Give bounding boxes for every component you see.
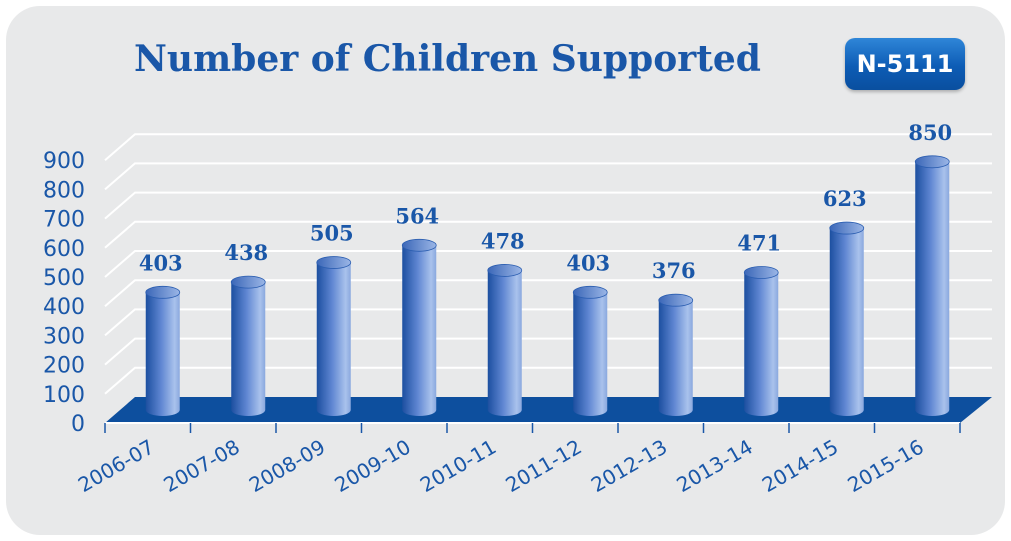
bar	[658, 293, 694, 416]
y-tick-label: 600	[43, 237, 85, 262]
bar	[145, 285, 181, 416]
y-axis: 0 100 200 300 400 500 600 700 800 900	[43, 149, 85, 437]
y-tick-label: 700	[43, 208, 85, 233]
data-label: 505	[310, 221, 354, 246]
gridlines	[104, 133, 992, 395]
x-tick-label: 2015-16	[843, 435, 927, 498]
data-label: 478	[481, 228, 525, 253]
y-tick-label: 0	[71, 412, 85, 437]
data-label: 850	[908, 120, 952, 145]
x-tick-label: 2007-08	[159, 435, 243, 498]
data-labels: 403 438 505 564 478 403 376 471 623 850	[139, 120, 952, 283]
gridline	[104, 250, 992, 278]
gridline	[104, 191, 992, 220]
bar	[829, 221, 865, 416]
gridline	[104, 162, 992, 191]
y-tick-label: 400	[43, 295, 85, 320]
data-label: 471	[737, 230, 781, 255]
bar	[914, 155, 950, 416]
bar	[316, 256, 352, 416]
x-axis: 2006-07 2007-08 2008-09 2009-10 2010-11 2011-…	[74, 422, 961, 498]
x-tick-label: 2006-07	[74, 435, 158, 498]
y-tick-label: 200	[43, 354, 85, 379]
gridline	[104, 337, 992, 366]
bar	[487, 264, 523, 416]
bars	[145, 155, 950, 416]
data-label: 438	[224, 240, 268, 265]
y-tick-label: 900	[43, 149, 85, 174]
data-label: 376	[652, 258, 696, 283]
x-tick-label: 2014-15	[758, 435, 842, 498]
x-tick-label: 2009-10	[330, 435, 414, 498]
gridline	[104, 133, 992, 161]
x-tick-label: 2008-09	[245, 435, 329, 498]
gridline	[104, 220, 992, 249]
x-tick-label: 2013-14	[672, 435, 756, 498]
gridline	[104, 308, 992, 337]
y-tick-label: 100	[43, 383, 85, 408]
bar	[230, 275, 266, 416]
data-label: 564	[395, 203, 439, 228]
y-tick-label: 800	[43, 178, 85, 203]
chart-title: Number of Children Supported	[134, 38, 761, 80]
bar	[401, 238, 437, 416]
data-label: 403	[139, 250, 183, 275]
id-badge: N-5111	[845, 38, 965, 90]
data-label: 623	[823, 186, 867, 211]
gridline	[104, 279, 992, 307]
gridline	[104, 366, 992, 395]
bar	[572, 285, 608, 416]
y-tick-label: 300	[43, 324, 85, 349]
y-tick-label: 500	[43, 266, 85, 291]
x-tick-label: 2011-12	[501, 435, 585, 498]
data-label: 403	[566, 250, 610, 275]
bar	[743, 266, 779, 416]
x-tick-label: 2010-11	[416, 435, 500, 498]
x-tick-label: 2012-13	[587, 435, 671, 498]
